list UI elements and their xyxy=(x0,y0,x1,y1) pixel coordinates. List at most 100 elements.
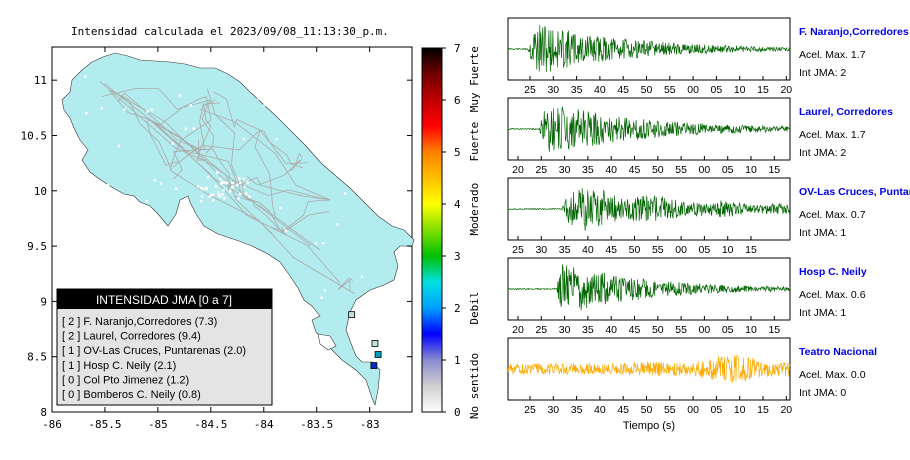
seismogram-tick-label: 20 xyxy=(512,164,524,176)
acel-max-label: Acel. Max. 0.7 xyxy=(799,209,866,221)
seismogram-tick-label: 35 xyxy=(559,244,571,256)
map-xtick-label: -86 xyxy=(42,418,62,431)
seismogram-tick-label: 00 xyxy=(675,244,687,256)
seismogram-trace xyxy=(507,106,791,152)
seismogram-tick-label: 45 xyxy=(617,84,629,96)
seismogram-tick-label: 00 xyxy=(687,404,699,416)
town-dot xyxy=(170,282,173,285)
seismogram-0: 25 30 35 40 45 50 55 00 05 10 15 20 F. Naranjo,Corre… xyxy=(507,17,909,96)
town-dot xyxy=(231,185,235,188)
town-dot xyxy=(85,112,88,115)
seismogram-1: 20 25 30 35 40 45 50 55 00 05 10 15 Laurel, Corredor… xyxy=(507,97,893,176)
town-dot xyxy=(204,186,207,190)
acel-max-label: Acel. Max. 1.7 xyxy=(799,129,866,141)
seismogram-tick-label: 50 xyxy=(629,244,641,256)
town-dot xyxy=(171,142,174,145)
town-dot xyxy=(242,177,245,181)
road xyxy=(196,140,207,161)
map-ytick-label: 9.5 xyxy=(27,240,47,253)
map-y-axis: 11 10.5 10 9.5 9 8.5 8 xyxy=(21,74,412,419)
station-title: Laurel, Corredores xyxy=(799,106,893,118)
seismogram-tick-label: 05 xyxy=(711,404,723,416)
legend-item: [ 1 ] Hosp C. Neily (2.1) xyxy=(62,360,176,372)
road xyxy=(169,96,212,171)
road xyxy=(270,227,289,237)
town-dot xyxy=(212,193,215,196)
road xyxy=(337,277,354,291)
town-dot xyxy=(228,190,231,193)
town-dot xyxy=(197,185,200,188)
map-xtick-label: -84.5 xyxy=(194,418,227,431)
road xyxy=(199,102,221,151)
town-dot xyxy=(200,186,203,190)
town-dot xyxy=(88,199,91,203)
town-dot xyxy=(159,182,163,185)
seismogram-trace xyxy=(507,264,791,311)
town-dot xyxy=(223,181,226,185)
road xyxy=(259,129,304,169)
road xyxy=(254,129,277,219)
town-dot xyxy=(336,223,339,226)
legend-item: [ 2 ] Laurel, Corredores (9.4) xyxy=(62,331,201,343)
seismogram-tick-label: 40 xyxy=(605,164,617,176)
seismogram-tick-label: 50 xyxy=(641,84,653,96)
map-xtick-label: -85.5 xyxy=(88,418,121,431)
map-title: Intensidad calculada el 2023/09/08_11:13… xyxy=(71,25,389,38)
road xyxy=(234,195,281,231)
road xyxy=(149,96,207,126)
int-jma-label: Int JMA: 2 xyxy=(799,147,846,159)
town-dot xyxy=(222,189,225,192)
seismogram-tick-label: 15 xyxy=(768,164,780,176)
road xyxy=(169,169,355,294)
seismogram-tick-label: 25 xyxy=(535,324,547,336)
int-jma-label: Int JMA: 0 xyxy=(799,387,846,399)
seismogram-tick-label: 50 xyxy=(652,324,664,336)
town-dot xyxy=(180,231,183,235)
town-dot xyxy=(367,96,370,99)
town-dot xyxy=(320,296,323,299)
int-jma-label: Int JMA: 2 xyxy=(799,67,846,79)
road-network xyxy=(84,70,370,303)
colorbar-category-label: Moderado xyxy=(468,183,481,236)
seismogram-tick-label: 00 xyxy=(699,164,711,176)
town-dot xyxy=(221,181,224,184)
town-dot xyxy=(200,195,204,198)
station-marker xyxy=(370,362,378,369)
town-dot xyxy=(300,118,303,121)
road xyxy=(259,129,308,165)
station-marker xyxy=(371,340,379,347)
acel-max-label: Acel. Max. 0.6 xyxy=(799,289,866,301)
colorbar-ticks: 0 1 2 3 4 5 6 7 xyxy=(442,42,461,419)
acel-max-label: Acel. Max. 1.7 xyxy=(799,49,866,61)
seismogram-panels: 25 30 35 40 45 50 55 00 05 10 15 20 F. Naranjo,Corre… xyxy=(507,17,910,432)
seismogram-tick-label: 50 xyxy=(652,164,664,176)
colorbar-tick-label: 7 xyxy=(454,42,461,55)
town-dot xyxy=(246,181,249,184)
town-dot xyxy=(106,183,110,187)
map-xtick-label: -85 xyxy=(148,418,168,431)
seismogram-tick-label: 05 xyxy=(722,164,734,176)
town-dot xyxy=(117,144,121,148)
seismogram-tick-label: 10 xyxy=(734,84,746,96)
colorbar-tick-label: 6 xyxy=(454,94,461,107)
map-ytick-label: 9 xyxy=(40,295,47,308)
map-ytick-label: 10.5 xyxy=(21,129,48,142)
town-dot xyxy=(123,108,126,111)
seismogram-tick-label: 40 xyxy=(582,244,594,256)
town-dot xyxy=(219,182,223,185)
town-dot xyxy=(150,108,153,111)
town-dot xyxy=(263,103,266,107)
map-ytick-label: 11 xyxy=(34,74,47,87)
colorbar-category-label: Muy Fuerte xyxy=(468,46,481,112)
station-marker xyxy=(348,311,356,319)
legend-item: [ 1 ] OV-Las Cruces, Puntarenas (2.0) xyxy=(62,345,246,357)
town-dot xyxy=(92,251,95,254)
town-dot xyxy=(107,205,110,208)
seismogram-2: 25 30 35 40 45 50 55 00 05 10 15 OV-Las Cruces, Pun… xyxy=(507,177,910,256)
seismogram-tick-label: 30 xyxy=(535,244,547,256)
seismogram-tick-label: 00 xyxy=(699,324,711,336)
station-markers xyxy=(348,311,382,369)
colorbar-tick-label: 3 xyxy=(454,250,461,263)
map-xtick-label: -83 xyxy=(360,418,380,431)
road xyxy=(117,92,201,151)
